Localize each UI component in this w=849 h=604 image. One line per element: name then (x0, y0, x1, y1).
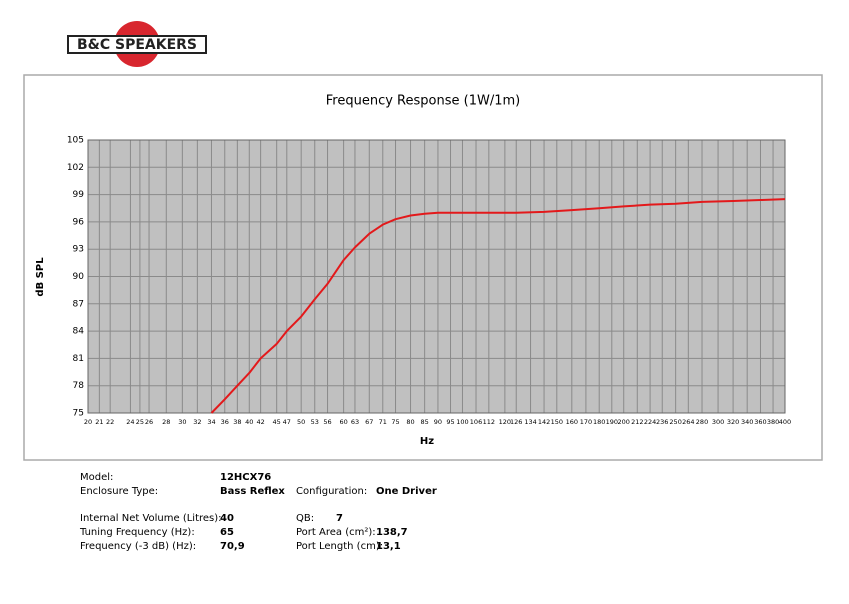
x-tick-label: 236 (656, 418, 668, 426)
x-tick-label: 380 (767, 418, 779, 426)
x-tick-label: 250 (669, 418, 681, 426)
x-tick-label: 190 (606, 418, 618, 426)
x-tick-label: 26 (145, 418, 153, 426)
x-tick-label: 42 (256, 418, 264, 426)
y-tick-label: 105 (67, 136, 84, 146)
x-tick-label: 212 (631, 418, 643, 426)
x-tick-label: 180 (593, 418, 605, 426)
x-tick-label: 30 (178, 418, 186, 426)
spec-label: Tuning Frequency (Hz): (79, 527, 195, 538)
spec-value: 138,7 (376, 527, 408, 538)
x-tick-label: 112 (483, 418, 495, 426)
y-tick-label: 84 (73, 327, 85, 337)
spec-value: 13,1 (376, 541, 401, 552)
x-axis-label: Hz (420, 436, 434, 447)
y-tick-label: 81 (73, 354, 84, 364)
x-tick-label: 36 (221, 418, 229, 426)
x-tick-label: 126 (510, 418, 522, 426)
x-tick-label: 25 (136, 418, 144, 426)
spec-label: Enclosure Type: (80, 486, 158, 497)
spec-label: Internal Net Volume (Litres): (80, 513, 222, 524)
spec-label: Port Area (cm²): (296, 527, 376, 538)
logo-text: B&C SPEAKERS (77, 37, 197, 53)
x-tick-label: 160 (566, 418, 578, 426)
x-tick-label: 22 (106, 418, 114, 426)
y-tick-label: 78 (73, 381, 85, 391)
spec-value: 7 (336, 513, 343, 524)
x-tick-label: 71 (379, 418, 387, 426)
x-tick-label: 280 (696, 418, 708, 426)
y-tick-label: 96 (73, 217, 85, 227)
x-tick-label: 38 (233, 418, 241, 426)
y-tick-label: 75 (73, 409, 84, 419)
spec-label: QB: (296, 513, 314, 524)
x-tick-label: 264 (682, 418, 694, 426)
x-tick-label: 360 (754, 418, 766, 426)
x-tick-label: 20 (84, 418, 92, 426)
x-tick-label: 340 (741, 418, 753, 426)
spec-label: Model: (80, 472, 113, 483)
x-tick-label: 53 (311, 418, 319, 426)
x-tick-label: 85 (421, 418, 429, 426)
y-tick-label: 87 (73, 299, 84, 309)
chart-title: Frequency Response (1W/1m) (326, 94, 520, 109)
x-tick-label: 134 (524, 418, 536, 426)
spec-label: Port Length (cm): (296, 541, 383, 552)
x-tick-label: 400 (779, 418, 791, 426)
x-tick-label: 120 (499, 418, 511, 426)
x-tick-label: 142 (538, 418, 550, 426)
spec-value: Bass Reflex (220, 486, 285, 497)
x-tick-label: 170 (580, 418, 592, 426)
spec-value: 70,9 (220, 541, 245, 552)
y-tick-label: 102 (67, 163, 84, 173)
x-tick-label: 47 (283, 418, 291, 426)
spec-value: 65 (220, 527, 234, 538)
x-tick-label: 67 (365, 418, 373, 426)
spec-value: One Driver (376, 486, 437, 497)
x-tick-label: 63 (351, 418, 359, 426)
y-tick-label: 99 (73, 190, 85, 200)
x-tick-label: 100 (456, 418, 468, 426)
x-tick-label: 224 (644, 418, 656, 426)
logo: B&C SPEAKERS (67, 21, 207, 67)
x-tick-label: 21 (95, 418, 103, 426)
specs: Model: 12HCX76 Enclosure Type: Bass Reflex C… (79, 472, 437, 552)
spec-label: Configuration: (296, 486, 367, 497)
x-tick-label: 24 (126, 418, 134, 426)
x-tick-label: 80 (406, 418, 414, 426)
x-tick-label: 90 (434, 418, 442, 426)
x-tick-label: 32 (193, 418, 201, 426)
x-tick-label: 106 (470, 418, 482, 426)
x-tick-label: 28 (162, 418, 170, 426)
logo-box (67, 35, 207, 54)
x-tick-label: 60 (339, 418, 347, 426)
x-tick-label: 200 (618, 418, 630, 426)
y-axis-label: dB SPL (35, 257, 46, 297)
x-tick-label: 150 (551, 418, 563, 426)
x-tick-label: 34 (207, 418, 215, 426)
spec-value: 12HCX76 (220, 472, 271, 483)
x-tick-label: 40 (245, 418, 253, 426)
x-tick-label: 75 (391, 418, 399, 426)
x-tick-label: 50 (297, 418, 305, 426)
x-tick-label: 320 (727, 418, 739, 426)
y-tick-label: 90 (73, 272, 85, 282)
x-tick-label: 300 (712, 418, 724, 426)
spec-label: Frequency (-3 dB) (Hz): (80, 541, 196, 552)
x-tick-label: 95 (446, 418, 454, 426)
line-series (210, 198, 786, 414)
y-tick-label: 93 (73, 245, 84, 255)
spec-value: 40 (220, 513, 234, 524)
x-tick-label: 56 (323, 418, 331, 426)
plot-border (87, 139, 786, 414)
x-tick-label: 45 (273, 418, 281, 426)
